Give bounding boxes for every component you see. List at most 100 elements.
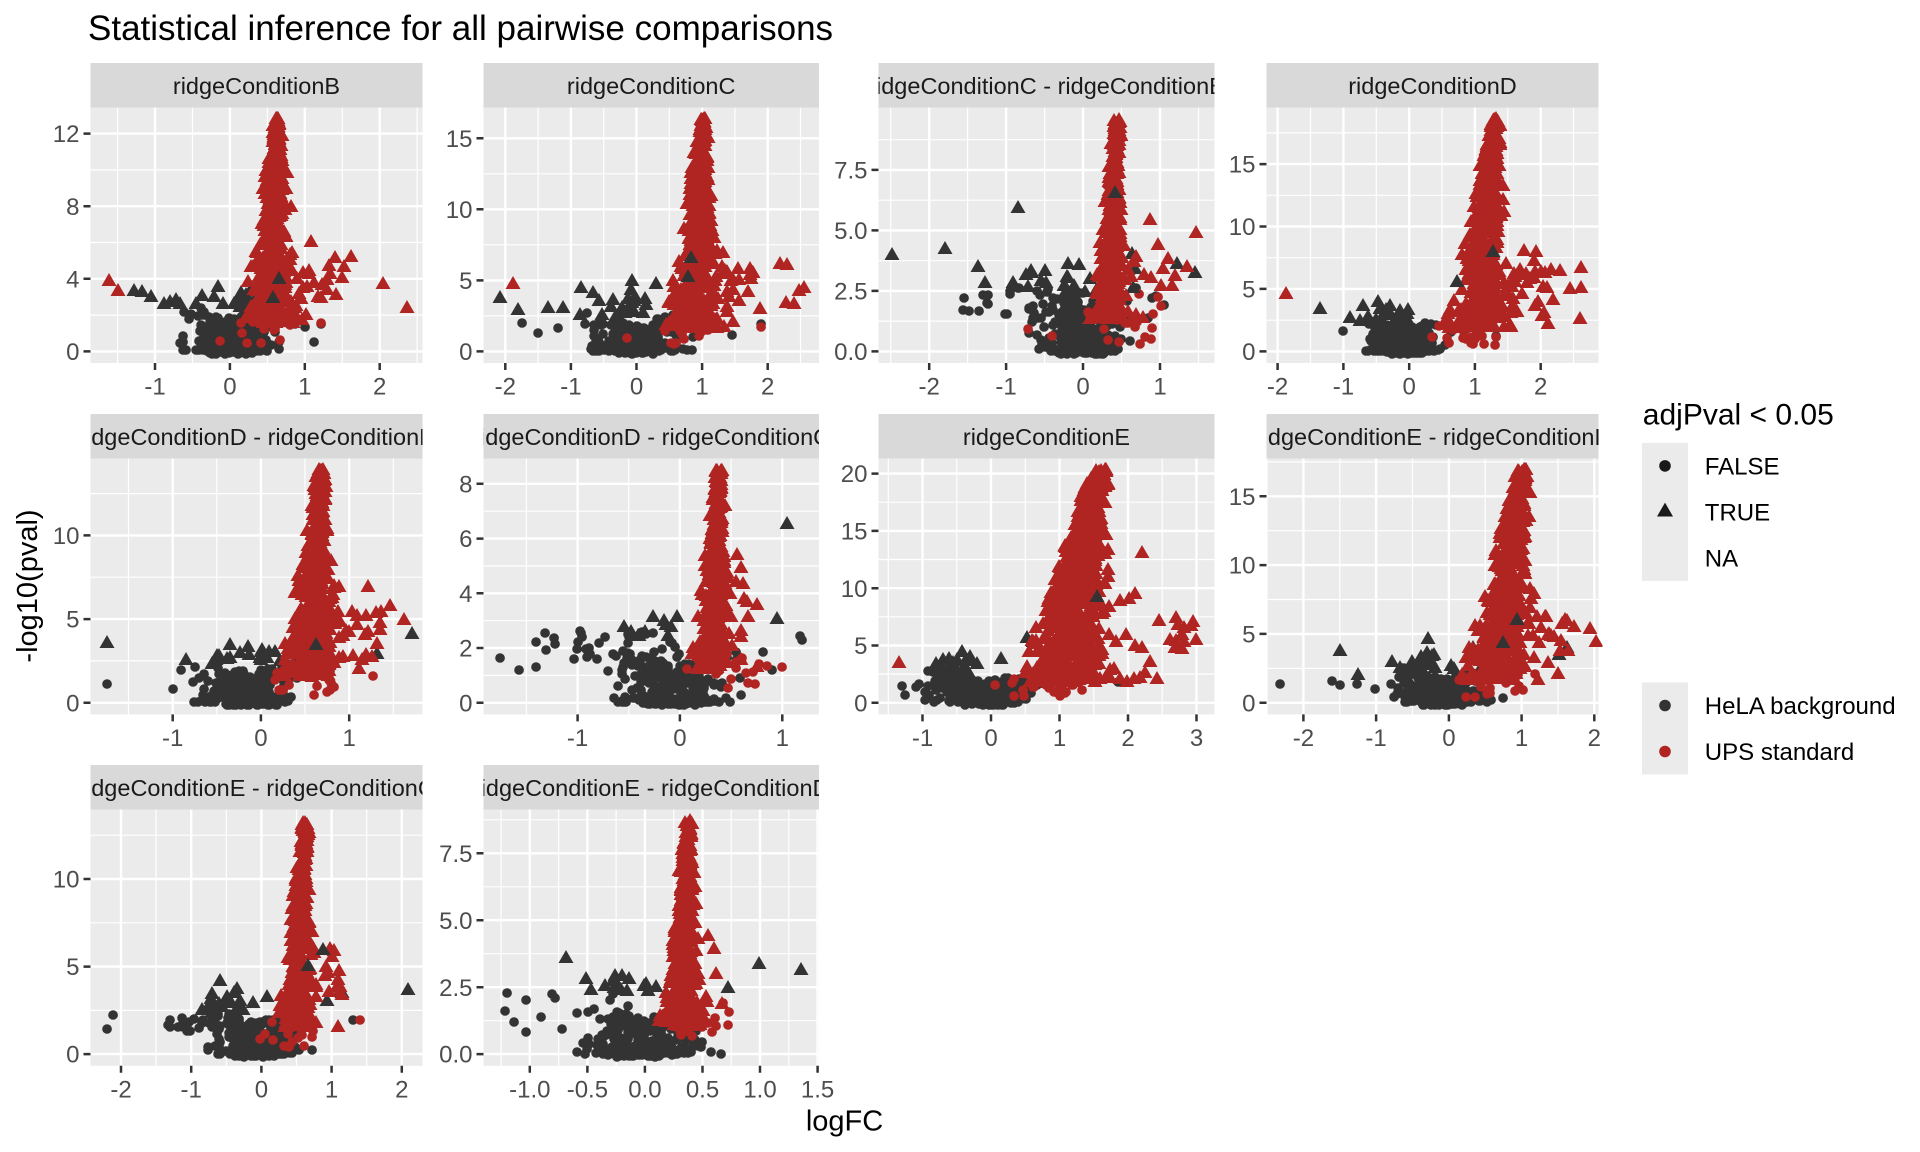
svg-text:0: 0 [459, 690, 472, 717]
svg-text:-2: -2 [495, 374, 516, 401]
svg-text:0: 0 [1242, 690, 1255, 717]
svg-text:0: 0 [223, 374, 236, 401]
svg-text:1: 1 [325, 1076, 338, 1103]
svg-text:ridgeConditionC: ridgeConditionC [567, 73, 736, 99]
svg-text:0: 0 [66, 339, 79, 366]
svg-text:5.0: 5.0 [834, 218, 867, 245]
svg-text:4: 4 [459, 581, 472, 608]
svg-text:-1.0: -1.0 [509, 1076, 550, 1103]
svg-text:1: 1 [1515, 725, 1528, 752]
svg-text:5: 5 [854, 633, 867, 660]
svg-text:adjPval < 0.05: adjPval < 0.05 [1643, 399, 1834, 432]
svg-text:5: 5 [66, 954, 79, 981]
svg-text:5: 5 [1242, 277, 1255, 304]
svg-text:NA: NA [1705, 545, 1738, 572]
svg-text:0: 0 [254, 725, 267, 752]
svg-text:2: 2 [1534, 374, 1547, 401]
svg-text:0.5: 0.5 [686, 1076, 719, 1103]
svg-text:8: 8 [459, 471, 472, 498]
svg-text:-1: -1 [181, 1076, 202, 1103]
svg-text:10: 10 [1229, 553, 1256, 580]
svg-text:0.0: 0.0 [439, 1042, 472, 1069]
svg-text:0.0: 0.0 [628, 1076, 661, 1103]
svg-text:0: 0 [984, 725, 997, 752]
svg-text:2: 2 [395, 1076, 408, 1103]
svg-text:15: 15 [841, 519, 868, 546]
svg-text:logFC: logFC [806, 1106, 883, 1138]
svg-text:ridgeConditionC - ridgeConditi: ridgeConditionC - ridgeConditionB [868, 73, 1225, 99]
svg-text:1: 1 [695, 374, 708, 401]
svg-text:2: 2 [373, 374, 386, 401]
svg-text:-1: -1 [560, 374, 581, 401]
svg-text:20: 20 [841, 461, 868, 488]
svg-text:-1: -1 [912, 725, 933, 752]
svg-text:5.0: 5.0 [439, 908, 472, 935]
svg-text:ridgeConditionE - ridgeConditi: ridgeConditionE - ridgeConditionB [1255, 424, 1610, 450]
svg-text:-1: -1 [567, 725, 588, 752]
svg-text:10: 10 [53, 867, 80, 894]
svg-text:ridgeConditionE - ridgeConditi: ridgeConditionE - ridgeConditionC [78, 775, 435, 801]
svg-text:1: 1 [776, 725, 789, 752]
svg-text:4: 4 [66, 266, 79, 293]
svg-text:1: 1 [1153, 374, 1166, 401]
svg-text:ridgeConditionD - ridgeConditi: ridgeConditionD - ridgeConditionC [472, 424, 830, 450]
svg-text:0: 0 [630, 374, 643, 401]
svg-text:0: 0 [66, 690, 79, 717]
svg-text:2.5: 2.5 [834, 279, 867, 306]
svg-text:2: 2 [1588, 725, 1601, 752]
svg-text:2: 2 [761, 374, 774, 401]
svg-text:0: 0 [66, 1042, 79, 1069]
svg-text:1.5: 1.5 [801, 1076, 834, 1103]
svg-text:12: 12 [53, 121, 80, 148]
svg-text:ridgeConditionE - ridgeConditi: ridgeConditionE - ridgeConditionD [473, 775, 830, 801]
svg-text:Statistical inference for all: Statistical inference for all pairwise c… [88, 9, 833, 48]
svg-text:TRUE: TRUE [1705, 499, 1770, 526]
svg-text:-1: -1 [995, 374, 1016, 401]
svg-text:5: 5 [66, 607, 79, 634]
svg-text:7.5: 7.5 [834, 158, 867, 185]
svg-text:0: 0 [1442, 725, 1455, 752]
svg-text:-1: -1 [1333, 374, 1354, 401]
svg-text:0: 0 [255, 1076, 268, 1103]
svg-text:ridgeConditionD: ridgeConditionD [1348, 73, 1517, 99]
svg-text:ridgeConditionB: ridgeConditionB [173, 73, 340, 99]
svg-text:1: 1 [1053, 725, 1066, 752]
svg-text:0: 0 [459, 339, 472, 366]
svg-text:2: 2 [1121, 725, 1134, 752]
svg-text:3: 3 [1190, 725, 1203, 752]
svg-text:1: 1 [343, 725, 356, 752]
svg-text:10: 10 [446, 197, 473, 224]
svg-text:-2: -2 [919, 374, 940, 401]
svg-text:0: 0 [673, 725, 686, 752]
svg-text:10: 10 [841, 576, 868, 603]
svg-text:2: 2 [459, 636, 472, 663]
svg-text:0: 0 [854, 690, 867, 717]
svg-text:-0.5: -0.5 [567, 1076, 608, 1103]
svg-text:0: 0 [1403, 374, 1416, 401]
svg-text:5: 5 [1242, 622, 1255, 649]
svg-text:1: 1 [1468, 374, 1481, 401]
svg-text:1: 1 [298, 374, 311, 401]
svg-text:-1: -1 [162, 725, 183, 752]
svg-text:-2: -2 [1267, 374, 1288, 401]
svg-text:0: 0 [1242, 339, 1255, 366]
svg-text:15: 15 [1229, 152, 1256, 179]
svg-text:HeLA background: HeLA background [1705, 693, 1896, 720]
svg-text:-1: -1 [144, 374, 165, 401]
svg-text:10: 10 [53, 523, 80, 550]
svg-text:UPS standard: UPS standard [1705, 739, 1854, 766]
svg-text:2.5: 2.5 [439, 975, 472, 1002]
svg-text:ridgeConditionD - ridgeConditi: ridgeConditionD - ridgeConditionB [78, 424, 435, 450]
svg-text:6: 6 [459, 526, 472, 553]
svg-text:1.0: 1.0 [743, 1076, 776, 1103]
svg-text:0.0: 0.0 [834, 339, 867, 366]
svg-text:5: 5 [459, 268, 472, 295]
svg-text:8: 8 [66, 194, 79, 221]
svg-text:ridgeConditionE: ridgeConditionE [963, 424, 1130, 450]
svg-text:-2: -2 [110, 1076, 131, 1103]
svg-text:15: 15 [446, 126, 473, 153]
svg-text:15: 15 [1229, 484, 1256, 511]
svg-text:7.5: 7.5 [439, 841, 472, 868]
svg-text:0: 0 [1076, 374, 1089, 401]
svg-text:-2: -2 [1293, 725, 1314, 752]
